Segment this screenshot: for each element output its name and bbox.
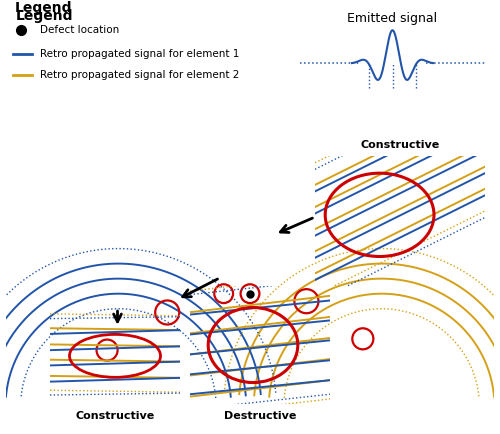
Text: Destructive: Destructive — [224, 411, 296, 421]
Text: Constructive: Constructive — [360, 140, 440, 150]
Text: Emitted signal: Emitted signal — [348, 12, 438, 25]
Text: Legend: Legend — [16, 9, 74, 23]
Text: Legend: Legend — [15, 1, 72, 15]
Text: Defect location: Defect location — [40, 25, 119, 35]
Text: Constructive: Constructive — [76, 411, 154, 421]
Text: Retro propagated signal for element 2: Retro propagated signal for element 2 — [40, 70, 239, 80]
Text: Retro propagated signal for element 1: Retro propagated signal for element 1 — [40, 49, 239, 59]
